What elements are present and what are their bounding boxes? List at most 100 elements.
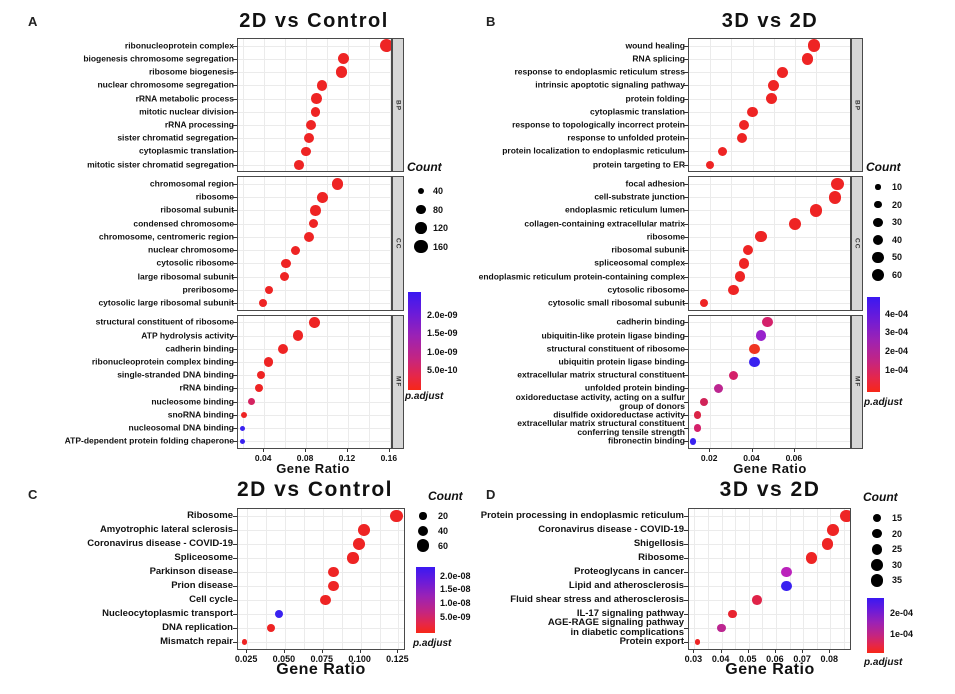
- axis-tick-y: [233, 276, 237, 278]
- dot: [805, 552, 817, 564]
- dot: [308, 218, 319, 229]
- gridline-h: [689, 125, 850, 127]
- axis-tick-y: [684, 335, 688, 337]
- dot: [807, 39, 820, 52]
- category-label: response to unfolded protein: [567, 132, 685, 143]
- category-label: DNA replication: [162, 622, 233, 634]
- gridline-h: [689, 572, 850, 573]
- count-legend-value: 35: [892, 575, 903, 586]
- category-label: nucleosomal DNA binding: [128, 422, 234, 433]
- gridline-h: [238, 45, 391, 47]
- padjust-tick-label: 4e-04: [885, 309, 909, 320]
- count-legend-circle: [417, 525, 429, 536]
- count-legend-value: 40: [892, 234, 903, 245]
- dot: [693, 424, 702, 432]
- axis-tick-y: [233, 544, 237, 545]
- axis-tick-y: [684, 223, 688, 225]
- dot: [301, 146, 312, 157]
- panel-letter-c: C: [28, 487, 38, 502]
- gridline-h: [238, 138, 391, 140]
- dot: [310, 205, 321, 216]
- category-label: mitotic nuclear division: [139, 106, 234, 117]
- dot: [717, 623, 726, 633]
- gridline-h: [689, 138, 850, 140]
- gridline-v: [816, 39, 817, 172]
- category-label: collagen-containing extracellular matrix: [524, 218, 685, 229]
- gridline-h: [238, 58, 391, 60]
- count-legend-value: 20: [892, 199, 903, 210]
- gridline-v: [285, 177, 287, 310]
- dot: [828, 190, 842, 204]
- axis-tick-y: [684, 401, 688, 403]
- category-label: cytosolic large ribosomal subunit: [98, 297, 234, 308]
- axis-tick-y: [684, 111, 688, 113]
- gridline-v: [773, 39, 775, 172]
- axis-tick-y: [233, 263, 237, 265]
- axis-tick-x: [829, 650, 831, 653]
- category-label: Coronavirus disease - COVID-19: [538, 524, 684, 536]
- category-label: ribosomal subunit: [160, 204, 234, 215]
- category-label: Amyotrophic lateral sclerosis: [99, 524, 233, 536]
- gridline-h: [689, 516, 850, 517]
- facet-strip-cc: CC: [392, 176, 404, 311]
- category-label: endoplasmic reticulum lumen: [565, 204, 685, 215]
- gridline-v: [773, 177, 775, 310]
- gridline-v: [347, 39, 349, 172]
- count-legend-value: 30: [892, 217, 903, 228]
- dot: [304, 231, 315, 242]
- dot: [821, 538, 834, 550]
- dot: [781, 580, 793, 592]
- facet-panel-cc: [688, 176, 851, 311]
- gridline-h: [238, 388, 391, 390]
- gridline-h: [689, 223, 850, 225]
- padjust-tick-label: 5.0e-09: [440, 612, 471, 623]
- axis-tick-y: [233, 210, 237, 212]
- gridline-h: [689, 289, 850, 291]
- count-legend-value: 20: [438, 511, 449, 521]
- x-tick-label: 0.04: [711, 654, 730, 664]
- dot: [755, 330, 767, 341]
- gridline-h: [238, 614, 404, 615]
- dot: [830, 177, 844, 191]
- axis-tick-y: [233, 223, 237, 225]
- axis-tick-y: [233, 516, 237, 517]
- gridline-v: [830, 509, 832, 649]
- gridline-v: [816, 315, 817, 448]
- count-legend-value: 20: [892, 528, 903, 539]
- axis-tick-y: [233, 530, 237, 531]
- gridline-v: [379, 509, 381, 649]
- axis-tick-y: [684, 125, 688, 127]
- padjust-tick-label: 1e-04: [885, 365, 909, 376]
- gridline-v: [752, 177, 754, 310]
- dot: [316, 80, 328, 91]
- count-legend-circle: [871, 558, 883, 571]
- category-label: cell-substrate junction: [594, 191, 685, 202]
- category-label: biogenesis chromosome segregation: [83, 53, 234, 64]
- category-label: Fluid shear stress and atherosclerosis: [510, 594, 684, 606]
- dot: [380, 39, 391, 53]
- gridline-v: [752, 39, 754, 172]
- dot: [292, 330, 303, 341]
- count-legend-circle: [872, 528, 882, 539]
- axis-tick-x: [709, 449, 711, 452]
- dot: [338, 53, 350, 65]
- axis-tick-y: [684, 322, 688, 324]
- category-label: rRNA metabolic process: [135, 93, 234, 104]
- padjust-tick-label: 1.5e-09: [427, 328, 458, 339]
- axis-tick-y: [684, 572, 688, 573]
- axis-tick-y: [233, 388, 237, 390]
- axis-tick-y: [233, 138, 237, 140]
- count-legend-title: Count: [866, 160, 901, 174]
- gridline-h: [689, 388, 850, 390]
- gridline-h: [689, 530, 850, 531]
- axis-tick-y: [684, 236, 688, 238]
- category-label: disulfide oxidoreductase activity: [553, 409, 685, 420]
- axis-tick-y: [684, 289, 688, 291]
- axis-tick-x: [305, 449, 307, 452]
- gridline-h: [689, 642, 850, 643]
- axis-tick-y: [233, 236, 237, 238]
- axis-tick-y: [684, 138, 688, 140]
- facet-strip-bp: BP: [392, 38, 404, 173]
- gridline-h: [238, 151, 391, 153]
- count-legend-circle: [419, 512, 427, 520]
